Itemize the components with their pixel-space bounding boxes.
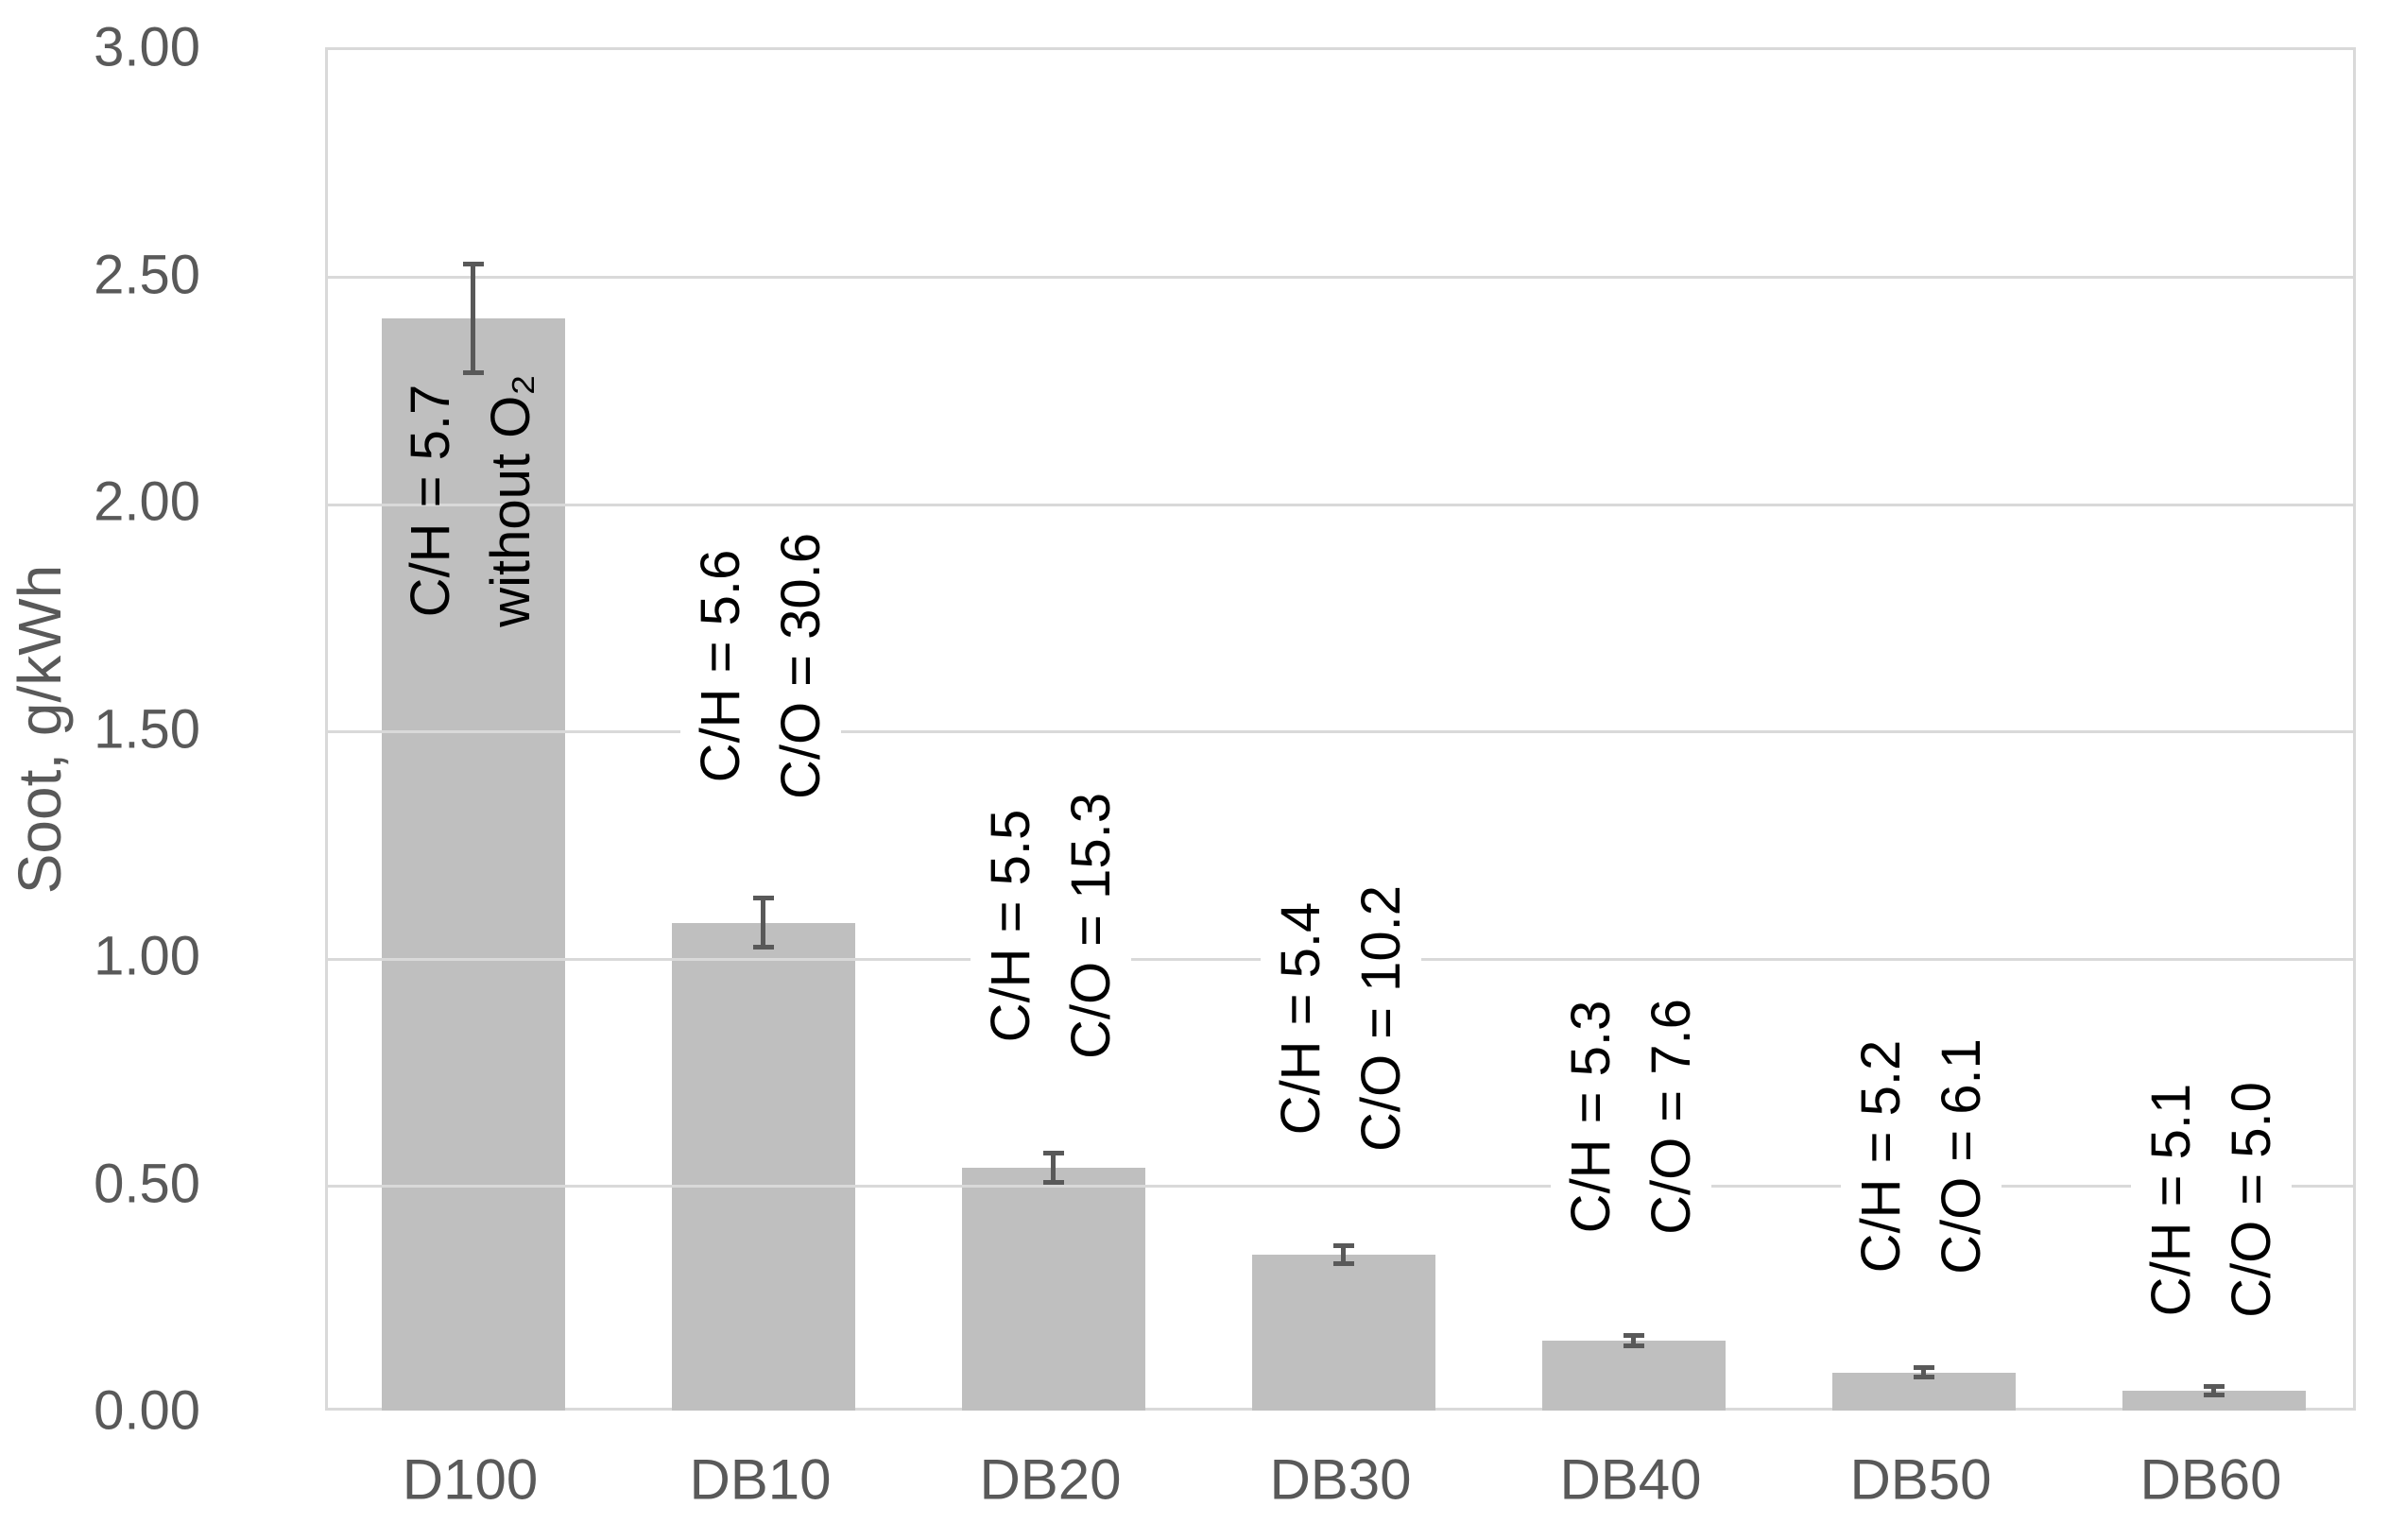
bar-annotation-line: C/H = 5.7: [399, 384, 461, 618]
bar-annotation: C/H = 5.6 C/O = 30.6: [679, 522, 841, 810]
bar-annotation-line: C/H = 5.6: [689, 549, 751, 783]
bar-annotation-line: C/O = 30.6: [769, 532, 832, 800]
gridline: [328, 1185, 2353, 1188]
bar-annotation-line: C/H = 5.3: [1559, 1000, 1622, 1234]
error-bar-line: [1051, 1153, 1056, 1183]
error-bar-cap: [2203, 1393, 2225, 1398]
bar-db60: [2122, 1390, 2306, 1411]
y-tick-label: 2.50: [94, 244, 200, 305]
bar-annotation-line: C/O = 10.2: [1349, 884, 1412, 1153]
error-bar-line: [1631, 1335, 1636, 1346]
bar-d100: [381, 317, 565, 1411]
bar-annotation-line: C/H = 5.1: [2139, 1083, 2202, 1317]
gridline: [328, 730, 2353, 733]
error-bar-cap: [1913, 1365, 1934, 1371]
error-bar-line: [761, 898, 765, 948]
x-tick-label-db10: DB10: [689, 1447, 832, 1512]
bar-annotation: C/H = 5.4 C/O = 10.2: [1260, 875, 1421, 1162]
y-tick-label: 3.00: [94, 16, 200, 78]
bar-db40: [1541, 1341, 1726, 1411]
plot-area: [325, 47, 2356, 1411]
error-bar-line: [1921, 1367, 1926, 1377]
bar-annotation: C/H = 5.5 C/O = 15.3: [970, 782, 1131, 1069]
error-bar-cap: [1913, 1375, 1934, 1380]
error-bar-cap: [462, 370, 484, 375]
x-tick-label-db40: DB40: [1559, 1447, 1702, 1512]
error-bar-line: [2211, 1386, 2216, 1395]
bar-db10: [671, 922, 855, 1411]
error-bar-cap: [1042, 1151, 1064, 1156]
error-bar-cap: [752, 895, 774, 900]
x-tick-label-db50: DB50: [1849, 1447, 1992, 1512]
error-bar-cap: [1332, 1242, 1354, 1248]
x-tick-label-db60: DB60: [2139, 1447, 2282, 1512]
error-bar-line: [1341, 1245, 1346, 1264]
error-bar-cap: [1623, 1332, 1644, 1338]
bar-annotation: C/H = 5.1 C/O = 5.0: [2130, 1072, 2292, 1327]
bar-annotation-line: C/H = 5.2: [1849, 1039, 1912, 1274]
gridline: [328, 276, 2353, 279]
bar-db30: [1251, 1254, 1435, 1411]
x-tick-label-d100: D100: [402, 1447, 539, 1512]
gridline: [328, 503, 2353, 506]
bar-annotation-line: C/O = 15.3: [1059, 792, 1122, 1060]
y-tick-label: 1.50: [94, 698, 200, 760]
bar-annotation-line: C/O = 6.1: [1930, 1038, 1992, 1275]
error-bar-cap: [462, 261, 484, 266]
error-bar-cap: [752, 945, 774, 950]
y-tick-label: 2.00: [94, 471, 200, 533]
error-bar-line: [471, 264, 475, 373]
y-tick-label: 0.50: [94, 1153, 200, 1214]
error-bar-cap: [1332, 1260, 1354, 1266]
error-bar-cap: [1623, 1343, 1644, 1349]
bar-annotation-line: C/O = 5.0: [2220, 1082, 2282, 1318]
y-tick-label: 0.00: [94, 1379, 200, 1442]
bar-annotation-line: C/H = 5.5: [979, 809, 1041, 1043]
bar-annotation-line: without O₂: [479, 374, 541, 627]
y-tick-label: 1.00: [94, 925, 200, 987]
bar-db20: [961, 1168, 1145, 1411]
bar-annotation: C/H = 5.7 without O₂: [390, 374, 551, 627]
x-tick-label-db30: DB30: [1269, 1447, 1412, 1512]
x-tick-label-db20: DB20: [979, 1447, 1122, 1512]
error-bar-cap: [1042, 1180, 1064, 1186]
bar-annotation: C/H = 5.2 C/O = 6.1: [1840, 1029, 2001, 1284]
bar-annotation: C/H = 5.3 C/O = 7.6: [1550, 989, 1711, 1244]
error-bar-cap: [2203, 1383, 2225, 1389]
bar-annotation-line: C/O = 7.6: [1640, 999, 1702, 1235]
bar-annotation-line: C/H = 5.4: [1269, 901, 1331, 1136]
